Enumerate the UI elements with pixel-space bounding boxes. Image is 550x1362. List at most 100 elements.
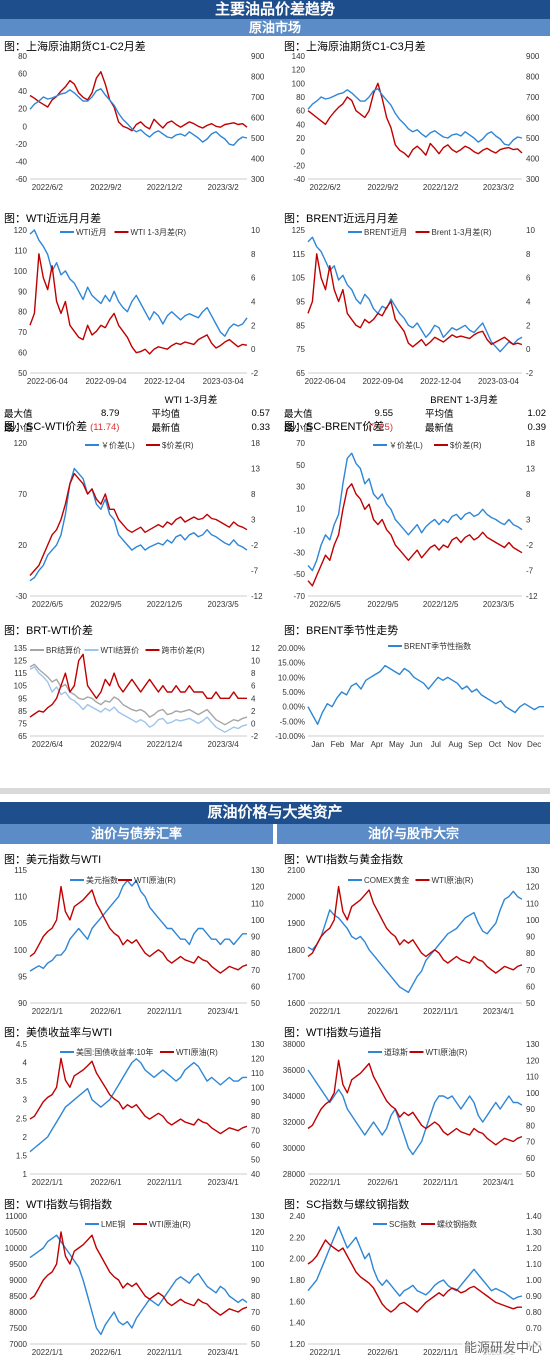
chart-c5: 120 70 20 -30 18 13 8 3 -2 -7 -12 2022/6/5 2022/9/5 2… (14, 439, 263, 609)
legend-label: BR结算价 (46, 645, 81, 655)
section-title-assets: 原油价格与大类资产 (0, 802, 550, 824)
series-line (29, 653, 247, 718)
series-line (307, 664, 544, 726)
y2-tick-label: 90 (251, 933, 260, 942)
y2-tick-label: 6 (526, 274, 531, 283)
y-tick-label: 1.60 (289, 1297, 305, 1306)
chart-c4: 125 115 105 95 85 75 65 10 8 6 4 2 0 -2 2022-06-04 2022… (292, 226, 536, 386)
x-tick-label: Sep (468, 740, 483, 749)
y2-tick-label: 500 (251, 134, 265, 143)
y-tick-label: 36000 (283, 1066, 306, 1075)
chart-c8: 20.00% 15.00% 10.00% 5.00% 0.00% -5.00% -10.00… (275, 641, 544, 749)
y-tick-label: 80 (18, 308, 27, 317)
y2-tick-label: 110 (251, 899, 264, 908)
y-tick-label: 4.5 (16, 1040, 28, 1049)
y2-tick-label: 700 (251, 93, 265, 102)
y-tick-label: 30 (296, 483, 305, 492)
chart-title: 图：SC-BRENT价差 (284, 421, 385, 433)
y-tick-label: 100 (14, 267, 28, 276)
x-tick-label: 2022/9/5 (367, 600, 399, 609)
series-line (29, 253, 248, 355)
y2-tick-label: 600 (526, 114, 540, 123)
legend-label: COMEX黄金 (364, 875, 409, 885)
x-tick-label: 2022/11/1 (423, 1348, 459, 1357)
y-tick-label: 95 (18, 694, 27, 703)
x-tick-label: 2022/6/1 (367, 1178, 399, 1187)
y-tick-label: 85 (18, 707, 27, 716)
x-tick-label: 2022/12/5 (423, 600, 459, 609)
y-tick-label: -60 (15, 175, 27, 184)
y2-tick-label: 70 (526, 1138, 535, 1147)
chart-title: 图：WTI指数与道指 (284, 1027, 382, 1039)
y-tick-label: 125 (292, 226, 306, 235)
y2-tick-label: 50 (251, 1340, 260, 1349)
x-tick-label: Jun (410, 740, 423, 749)
y-tick-label: 70 (296, 439, 305, 448)
y2-tick-label: 400 (526, 155, 540, 164)
section-title-crude-market: 原油市场 (0, 19, 550, 36)
y-tick-label: -50 (293, 570, 305, 579)
y2-tick-label: 3 (251, 516, 256, 525)
y2-tick-label: 90 (251, 1098, 260, 1107)
y2-tick-label: 120 (526, 1056, 540, 1065)
legend-label: WTI原油(R) (149, 1219, 191, 1229)
y-tick-label: 60 (18, 349, 27, 358)
legend-label: 跨市价差(R) (162, 645, 205, 655)
y-tick-label: 1700 (287, 972, 305, 981)
y-tick-label: 125 (14, 657, 28, 666)
y-tick-label: 8500 (9, 1292, 27, 1301)
x-tick-label: 2023/3/4 (208, 740, 240, 749)
y2-tick-label: 80 (251, 949, 260, 958)
x-tick-label: Oct (489, 740, 502, 749)
wti-latest: 0.33 (251, 421, 271, 433)
y-tick-label: 80 (296, 93, 305, 102)
x-tick-label: 2023-03-04 (478, 377, 519, 386)
x-tick-label: 2023/3/5 (208, 600, 240, 609)
y-tick-label: 5.00% (282, 688, 305, 697)
chart-c2: 140 120 100 80 60 40 20 0 -20 -40 900 800 700 600 500 4… (292, 52, 540, 192)
chart-title: 图：美元指数与WTI (4, 854, 102, 866)
y2-tick-label: 80 (526, 1121, 535, 1130)
y-tick-label: 1.5 (16, 1151, 28, 1160)
watermark: 能源研发中心 (461, 1337, 544, 1356)
y-tick-label: -20 (293, 161, 305, 170)
y2-tick-label: 3 (526, 516, 531, 525)
y2-tick-label: 1.20 (526, 1244, 542, 1253)
legend-label: $价差(R) (162, 440, 194, 450)
x-tick-label: 2022/12/5 (147, 600, 183, 609)
y2-tick-label: 800 (251, 73, 265, 82)
y2-tick-label: 130 (526, 866, 540, 875)
y-tick-label: 115 (14, 669, 27, 678)
y-tick-label: 28000 (283, 1170, 306, 1179)
x-tick-label: 2022-06-04 (305, 377, 346, 386)
series-line (307, 1059, 523, 1146)
x-tick-label: 2022/12/2 (423, 183, 459, 192)
series-line (29, 467, 248, 582)
x-tick-label: 2022/12/4 (147, 740, 183, 749)
x-tick-label: 2022/9/2 (90, 183, 122, 192)
x-tick-label: 2022/11/1 (147, 1178, 183, 1187)
y-tick-label: -40 (15, 157, 27, 166)
y-tick-label: 20.00% (278, 644, 305, 653)
y-tick-label: 0 (23, 122, 28, 131)
chart-title: 图：BRENT季节性走势 (284, 625, 399, 637)
series-line (29, 879, 247, 972)
y-tick-label: 34000 (283, 1092, 306, 1101)
brent-min: (7.25) (368, 421, 394, 433)
y-tick-label: -30 (15, 592, 27, 601)
y-tick-label: -10 (293, 526, 305, 535)
y-tick-label: -5.00% (280, 717, 305, 726)
y-tick-label: 9000 (9, 1276, 27, 1285)
brent-max-label: 最大值 (284, 409, 313, 420)
y-tick-label: 110 (14, 893, 27, 902)
series-line (307, 82, 523, 158)
y2-tick-label: 60 (251, 1324, 260, 1333)
y2-tick-label: 80 (251, 1112, 260, 1121)
series-line (307, 452, 523, 572)
y-tick-label: 85 (296, 321, 305, 330)
y2-tick-label: 700 (526, 93, 540, 102)
y-tick-label: 7500 (9, 1324, 27, 1333)
legend-label: WTI原油(R) (426, 1047, 468, 1057)
x-tick-label: 2022/1/1 (32, 1178, 64, 1187)
legend-label: 美国:国债收益率:10年 (76, 1047, 153, 1057)
